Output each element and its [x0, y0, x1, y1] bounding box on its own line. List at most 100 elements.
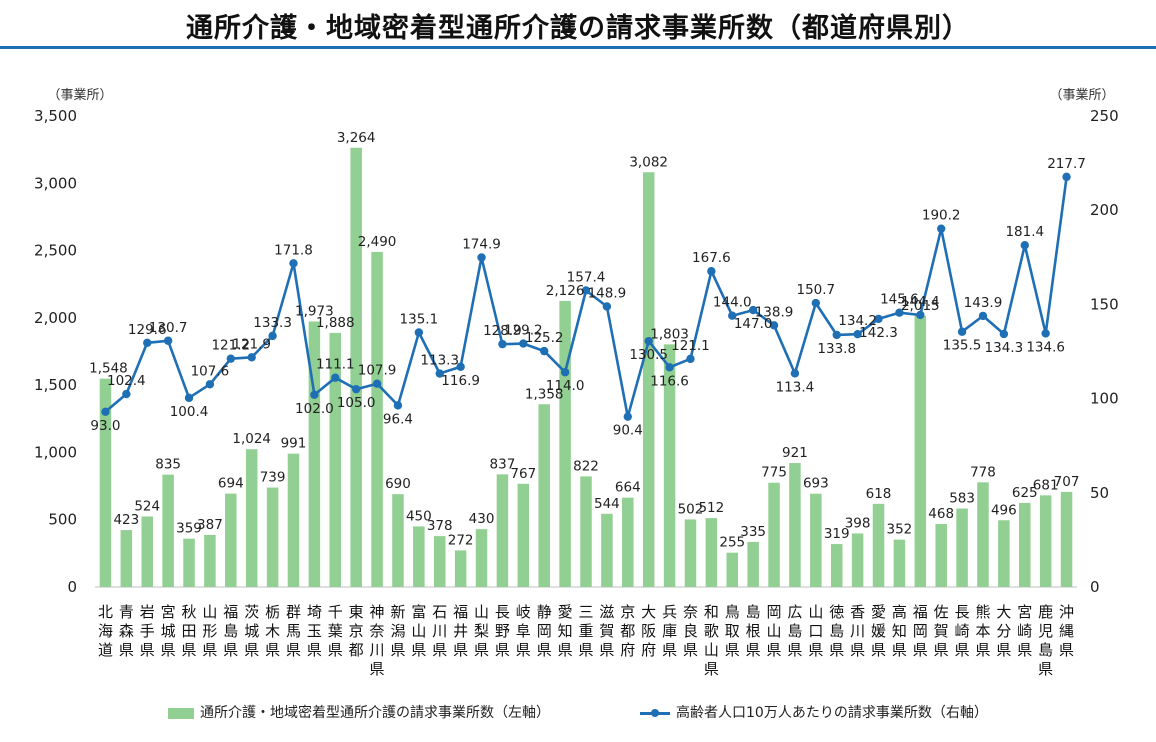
left-tick-label: 500 — [48, 511, 77, 529]
line-point — [1041, 329, 1050, 338]
category-label: 阜 — [516, 622, 531, 640]
legend-line: 高齢者人口10万人あたりの請求事業所数（右軸） — [640, 702, 988, 722]
line-data-label: 125.2 — [525, 330, 564, 346]
bar — [475, 529, 488, 587]
bar — [371, 251, 383, 587]
line-point — [602, 302, 612, 311]
bar — [768, 482, 780, 587]
line-point — [581, 286, 591, 295]
category-label: 埼 — [307, 603, 322, 621]
bar — [329, 332, 342, 587]
category-label: 青 — [119, 603, 134, 621]
line-point — [393, 401, 403, 410]
bar — [225, 493, 237, 587]
bar-data-label: 1,548 — [89, 361, 128, 377]
category-label: 栃 — [265, 603, 280, 621]
line-point — [978, 311, 988, 321]
line-point — [769, 321, 779, 330]
line-data-label: 157.4 — [567, 269, 606, 285]
line-point — [101, 407, 110, 416]
line-data-label: 116.6 — [650, 373, 689, 389]
category-label: 県 — [787, 641, 802, 659]
line-data-label: 121.1 — [671, 338, 710, 354]
category-label: 長 — [495, 603, 510, 621]
line-data-label: 114.0 — [546, 378, 585, 394]
bar — [162, 474, 174, 587]
category-label: 県 — [578, 641, 593, 659]
category-label: 県 — [725, 641, 740, 659]
line-data-label: 147.0 — [734, 316, 773, 332]
category-label: 本 — [975, 622, 990, 640]
line-data-label: 181.4 — [1005, 224, 1044, 240]
category-label: 潟 — [390, 622, 405, 640]
bar — [1060, 491, 1073, 587]
bar-data-label: 255 — [719, 535, 745, 551]
line-data-label: 217.7 — [1047, 156, 1086, 172]
bar — [454, 550, 467, 587]
bar-data-label: 512 — [698, 500, 724, 516]
category-label: 県 — [286, 641, 301, 659]
bar-data-label: 335 — [740, 524, 766, 540]
category-label: 県 — [871, 641, 886, 659]
line-point — [477, 253, 486, 262]
bar — [726, 552, 739, 587]
category-label: 城 — [244, 622, 259, 640]
line-data-label: 130.7 — [149, 320, 188, 336]
category-label: 川 — [370, 641, 385, 659]
category-label: 川 — [432, 622, 447, 640]
bar — [183, 538, 195, 587]
bar — [1019, 502, 1031, 587]
category-label: 岩 — [140, 603, 155, 621]
bar — [935, 524, 947, 587]
bar — [914, 315, 927, 587]
category-label: 県 — [850, 641, 865, 659]
category-label: 県 — [599, 641, 614, 659]
category-label: 分 — [996, 622, 1011, 640]
category-label: 県 — [140, 641, 155, 659]
bar — [413, 526, 425, 587]
category-label: 森 — [119, 622, 134, 640]
category-label: 岐 — [516, 603, 531, 621]
category-label: 宮 — [1017, 603, 1032, 621]
category-label: 県 — [474, 641, 489, 659]
category-label: 県 — [1038, 660, 1053, 678]
bar — [830, 544, 843, 587]
bar-data-label: 272 — [448, 532, 474, 548]
line-point — [560, 368, 570, 377]
bar-data-label: 468 — [928, 506, 954, 522]
category-label: 奈 — [683, 603, 698, 621]
right-tick-label: 200 — [1090, 201, 1119, 219]
category-label: 愛 — [871, 603, 886, 621]
right-axis-unit: （事業所） — [1049, 87, 1114, 103]
category-label: 県 — [746, 641, 761, 659]
bar-data-label: 1,888 — [316, 315, 355, 331]
right-tick-label: 150 — [1090, 295, 1119, 313]
right-tick-label: 100 — [1090, 390, 1119, 408]
bar — [893, 539, 906, 587]
bar — [559, 300, 571, 587]
bar — [517, 483, 530, 587]
bar-data-label: 1,024 — [232, 431, 271, 447]
category-label: 茨 — [244, 603, 259, 621]
bar-data-label: 664 — [615, 480, 641, 496]
bar — [245, 449, 258, 587]
category-label: 県 — [265, 641, 280, 659]
category-label: 根 — [746, 622, 761, 640]
category-label: 岡 — [913, 622, 928, 640]
category-label: 県 — [495, 641, 510, 659]
category-label: 山 — [704, 641, 719, 659]
bar-data-label: 739 — [260, 470, 286, 486]
category-label: 沖 — [1059, 603, 1074, 621]
line-point — [874, 314, 883, 324]
category-label: 岡 — [537, 622, 552, 640]
category-label: 県 — [829, 641, 844, 659]
category-label: 県 — [411, 641, 426, 659]
bar — [266, 487, 279, 587]
category-label: 海 — [98, 622, 113, 640]
category-label: 歌 — [704, 622, 719, 640]
bar-data-label: 496 — [991, 502, 1017, 518]
line-point — [435, 369, 444, 378]
category-label: 富 — [411, 603, 426, 621]
category-label: 長 — [955, 603, 970, 621]
bar-data-label: 502 — [678, 501, 704, 517]
